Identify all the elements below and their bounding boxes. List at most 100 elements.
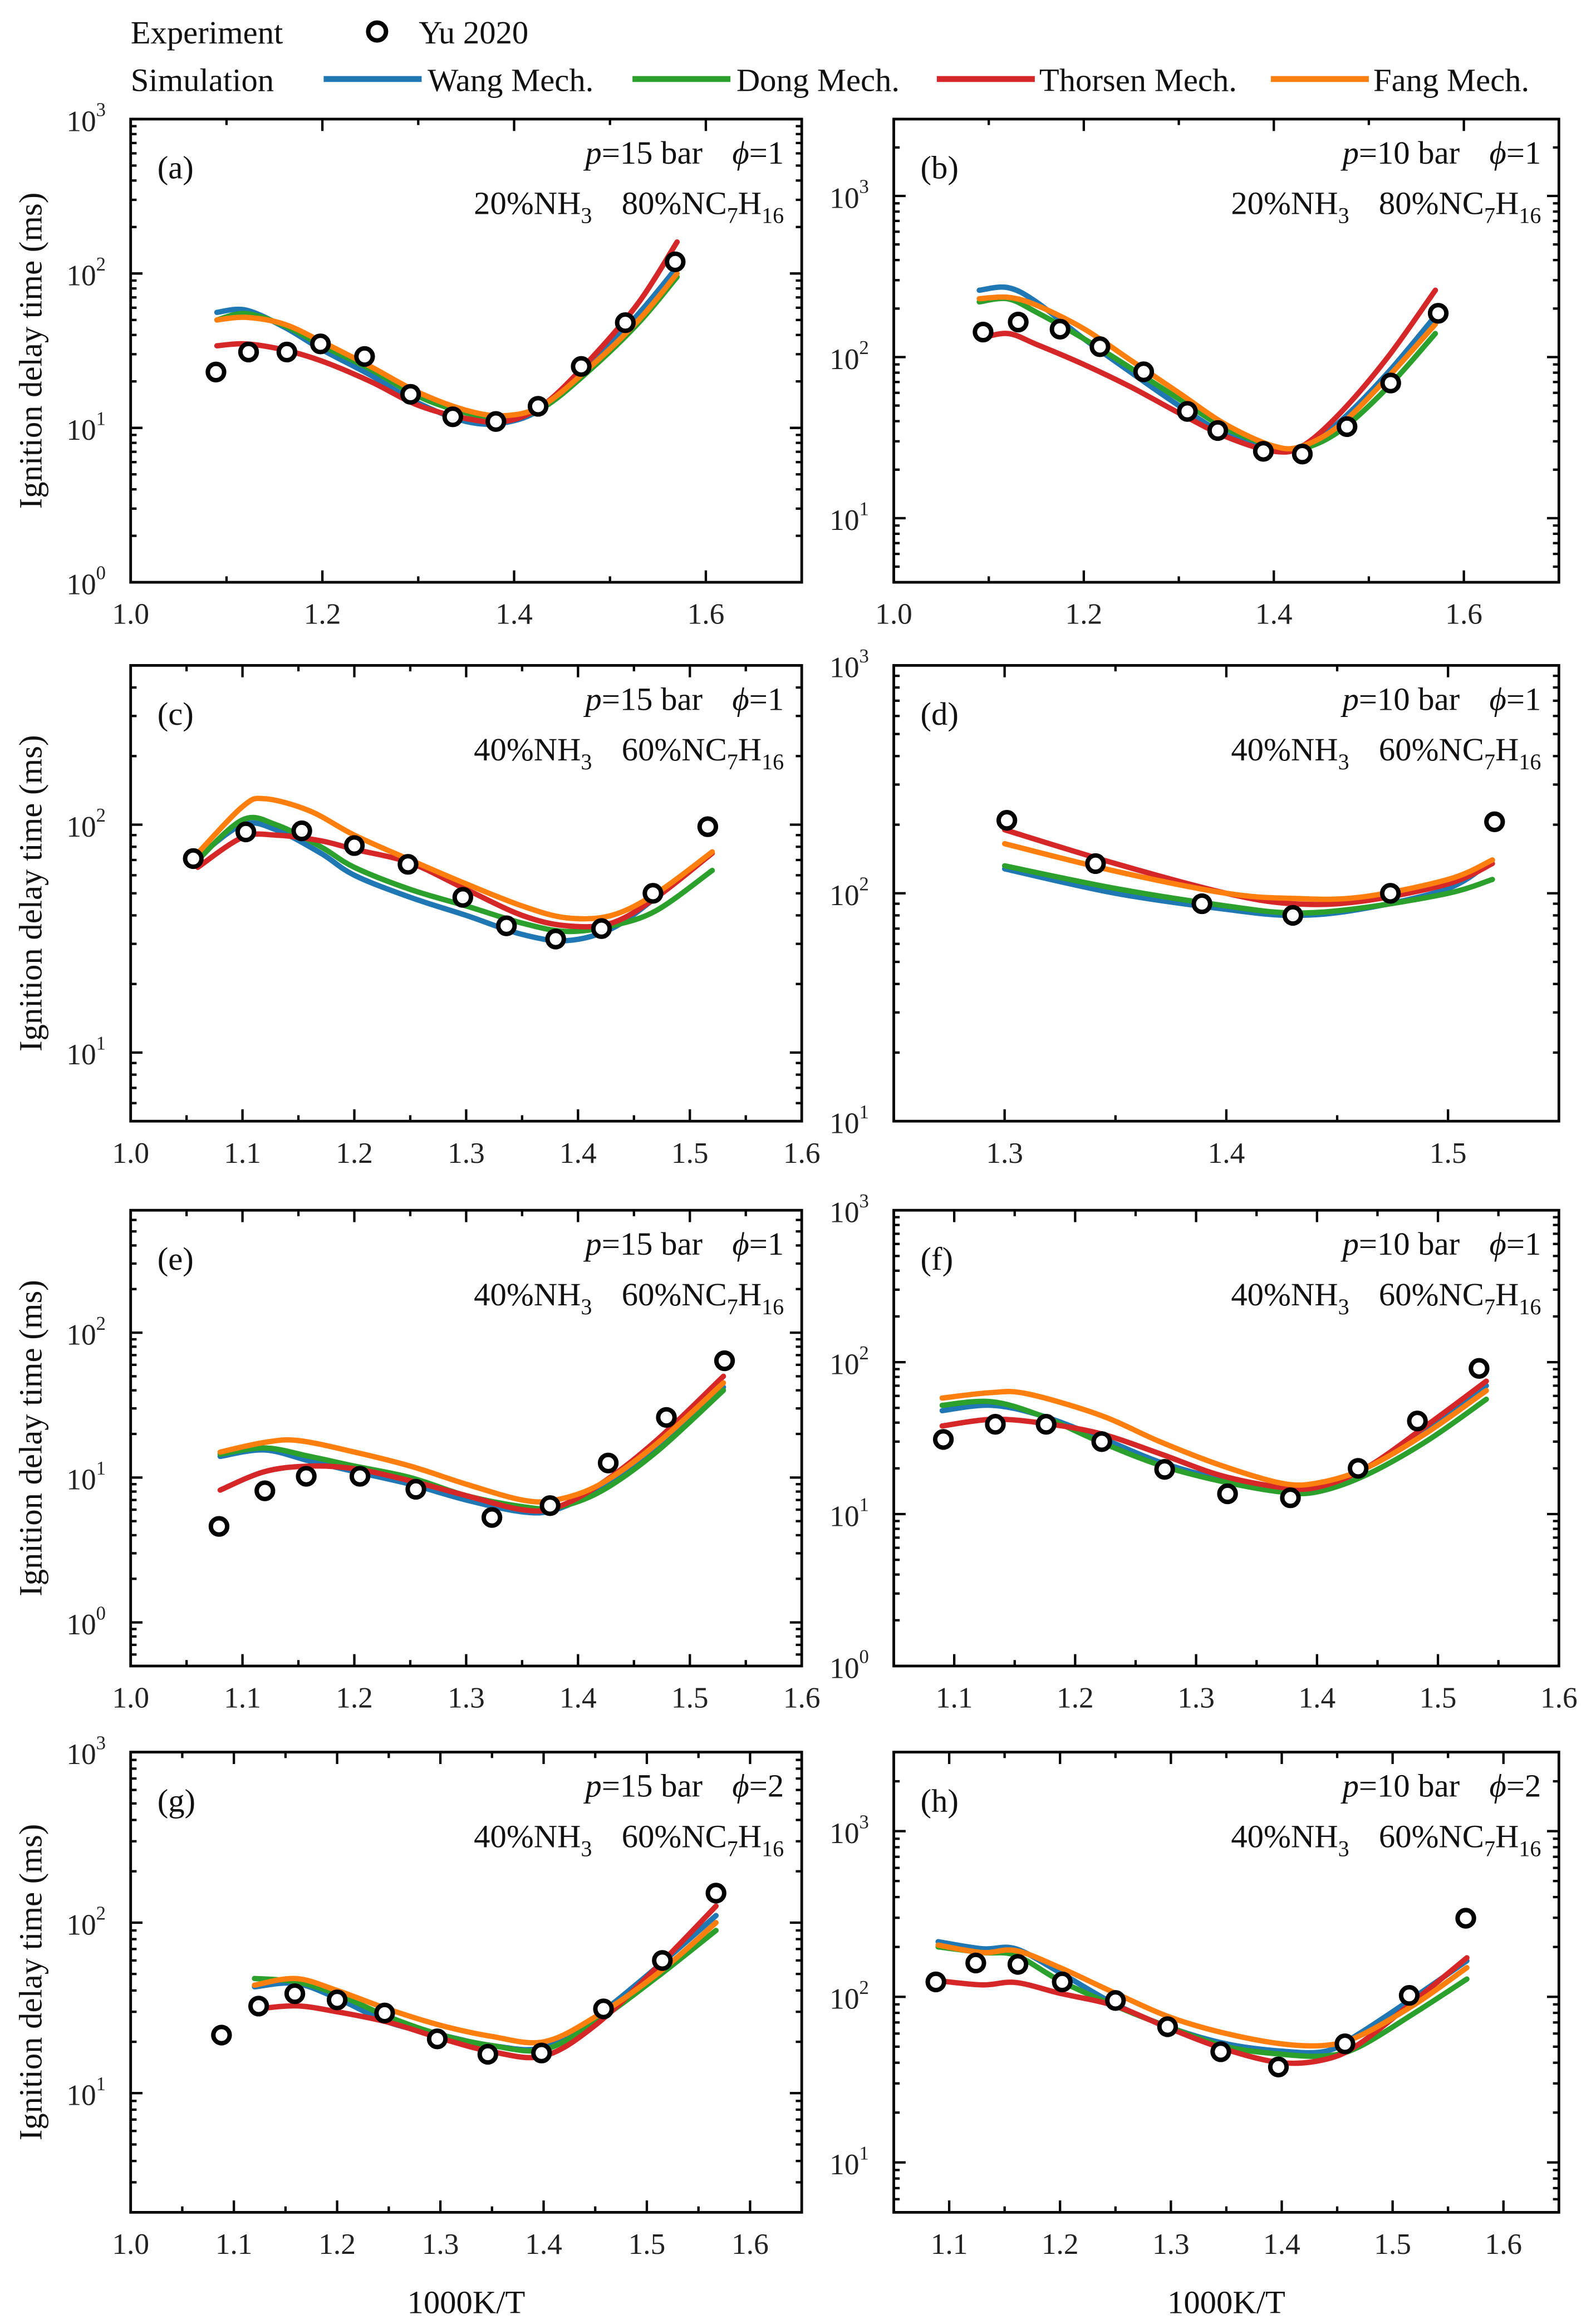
nh3-fraction: 20%NH — [1231, 185, 1338, 222]
x-tick-label: 1.4 — [559, 1136, 597, 1170]
series-group — [205, 239, 686, 432]
x-tick-label: 1.3 — [1177, 1681, 1215, 1714]
nh3-subscript: 3 — [581, 1836, 592, 1861]
experiment-point — [973, 321, 994, 343]
experiment-point — [925, 1971, 946, 1993]
x-tick-label: 1.2 — [1065, 597, 1103, 631]
x-tick-label: 1.3 — [1152, 2227, 1190, 2261]
y-tick-base: 10 — [829, 503, 859, 537]
heptane-h: H — [738, 185, 762, 222]
x-tick-label: 1.1 — [224, 1136, 261, 1170]
pressure-symbol: p — [583, 1226, 601, 1262]
experiment-point — [527, 396, 549, 417]
experiment-point — [1157, 2016, 1178, 2037]
experiment-point — [235, 821, 257, 843]
x-tick-label: 1.0 — [112, 1136, 149, 1170]
nh3-fraction: 40%NH — [474, 1818, 581, 1854]
panel-label: (g) — [158, 1782, 195, 1819]
heptane-fraction: 80%NC — [1379, 185, 1484, 222]
experiment-point — [545, 928, 566, 950]
series-line-thorsen — [214, 239, 680, 425]
y-tick-label: 102 — [829, 337, 869, 376]
series-line-dong — [195, 814, 715, 935]
y-tick-base: 10 — [829, 1499, 859, 1532]
phi-value: =1 — [1506, 135, 1541, 171]
phi-symbol: ϕ — [1490, 135, 1506, 171]
experiment-point — [354, 346, 375, 367]
y-tick-exponent: 2 — [860, 1977, 869, 1998]
pressure-symbol: p — [583, 681, 601, 717]
experiment-point — [426, 2028, 448, 2050]
x-tick-label: 1.2 — [318, 2227, 356, 2261]
x-tick-label: 1.1 — [931, 2227, 968, 2261]
axes-frame — [129, 117, 803, 584]
panel-label: (f) — [921, 1241, 954, 1277]
y-tick-label: 103 — [66, 1732, 106, 1771]
heptane-subscript-c: 7 — [1484, 1294, 1495, 1319]
series-line-thorsen — [935, 1955, 1470, 2066]
pressure-value: =15 bar — [602, 681, 703, 717]
experiment-point — [656, 1407, 677, 1428]
heptane-h: H — [1495, 1818, 1519, 1854]
y-tick-label: 103 — [66, 100, 106, 138]
experiment-point — [496, 915, 517, 936]
experiment-point — [1455, 1908, 1476, 1929]
heptane-fraction: 60%NC — [622, 1276, 727, 1313]
phi-value: =1 — [749, 135, 784, 171]
x-tick-label: 1.1 — [936, 1681, 973, 1714]
heptane-fraction: 60%NC — [1379, 731, 1484, 768]
experiment-point — [374, 2002, 395, 2024]
experiment-point — [485, 411, 507, 432]
experiment-point — [276, 341, 298, 363]
heptane-subscript-c: 7 — [727, 1294, 738, 1319]
x-tick-label: 1.0 — [112, 597, 149, 631]
legend-label-thorsen: Thorsen Mech. — [1039, 62, 1237, 98]
x-tick-label: 1.2 — [336, 1681, 373, 1714]
x-tick-label: 1.1 — [215, 2227, 253, 2261]
y-tick-exponent: 3 — [860, 1191, 869, 1212]
y-tick-exponent: 2 — [860, 1343, 869, 1364]
x-tick-label: 1.5 — [1374, 2227, 1411, 2261]
nh3-subscript: 3 — [581, 749, 592, 774]
experiment-point — [1337, 416, 1358, 438]
y-tick-base: 10 — [829, 878, 859, 912]
heptane-subscript-c: 7 — [1484, 749, 1495, 774]
experiment-point — [1177, 401, 1198, 422]
axes-frame — [892, 117, 1560, 584]
y-tick-base: 10 — [66, 810, 96, 843]
experiment-point — [714, 1350, 735, 1372]
y-tick-base: 10 — [829, 651, 859, 684]
nh3-subscript: 3 — [581, 1294, 592, 1319]
heptane-subscript-h: 16 — [762, 1294, 784, 1319]
x-tick-label: 1.3 — [986, 1136, 1023, 1170]
y-tick-label: 102 — [829, 873, 869, 912]
condition-composition: 20%NH3 80%NC7H16 — [1231, 185, 1541, 228]
condition-composition: 40%NH3 60%NC7H16 — [474, 1276, 784, 1319]
condition-pressure-phi: p=15 bar ϕ=1 — [583, 1226, 784, 1262]
y-tick-exponent: 3 — [860, 176, 869, 198]
y-tick-label: 103 — [829, 176, 869, 215]
experiment-point — [1133, 361, 1155, 382]
x-tick-label: 1.4 — [1299, 1681, 1336, 1714]
phi-value: =1 — [749, 1226, 784, 1262]
experiment-point — [349, 1466, 371, 1487]
legend-simulation-title: Simulation — [131, 62, 274, 98]
experiment-point — [296, 1466, 317, 1487]
heptane-subscript-h: 16 — [1519, 203, 1541, 228]
y-tick-label: 102 — [66, 254, 106, 292]
heptane-h: H — [738, 731, 762, 768]
nh3-subscript: 3 — [1338, 1294, 1349, 1319]
series-group — [211, 1883, 726, 2065]
y-tick-label: 102 — [829, 1977, 869, 2016]
legend-experiment-marker — [366, 20, 389, 43]
experiment-point — [1348, 1458, 1369, 1479]
experiment-point — [1280, 1487, 1301, 1509]
condition-pressure-phi: p=15 bar ϕ=1 — [583, 135, 784, 171]
experiment-point — [1253, 441, 1274, 462]
x-tick-label: 1.5 — [671, 1681, 709, 1714]
y-tick-exponent: 2 — [96, 1313, 106, 1334]
experiment-point — [591, 918, 612, 939]
